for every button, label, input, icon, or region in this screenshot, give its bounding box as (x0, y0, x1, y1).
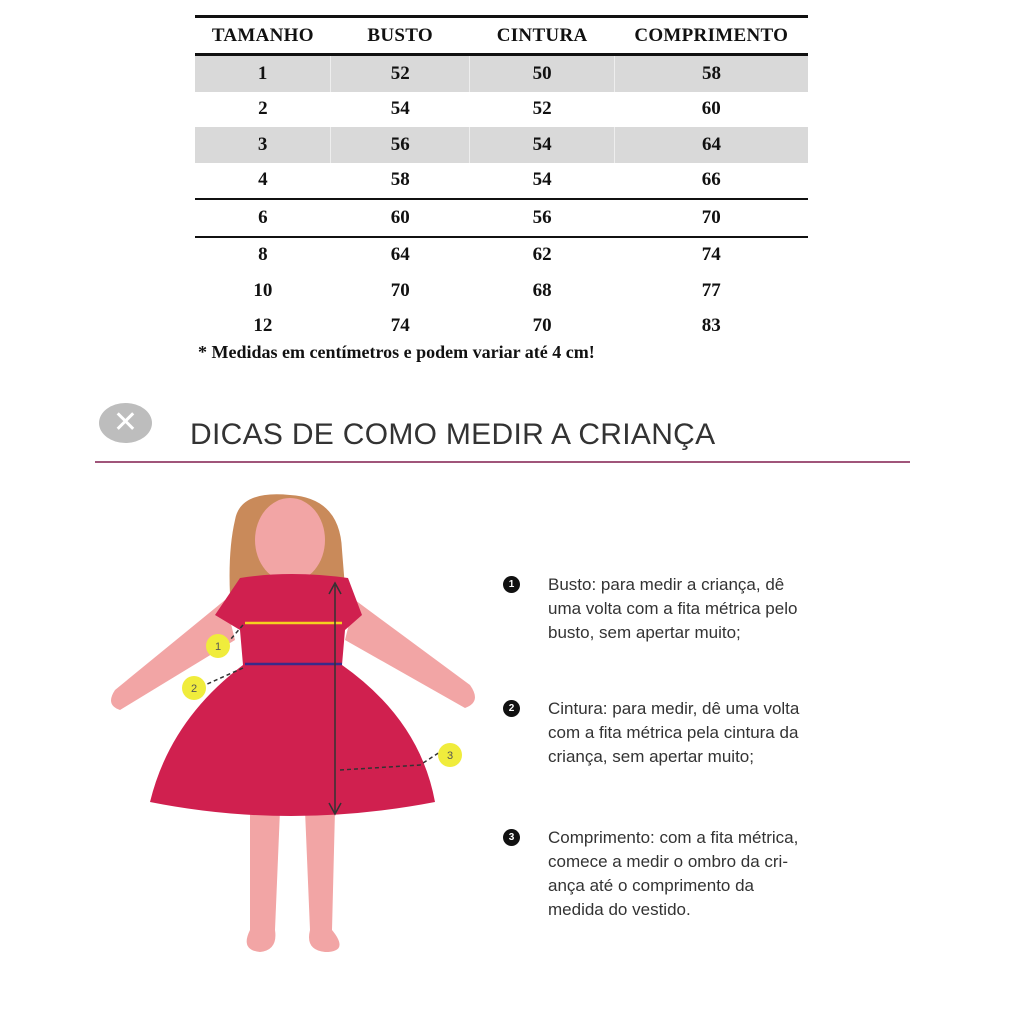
table-cell: 66 (701, 169, 721, 191)
close-x-icon[interactable]: ✕ (99, 403, 152, 443)
table-row: 1 52 50 58 (195, 54, 808, 92)
left-leg (246, 810, 280, 952)
table-cell: 4 (258, 169, 268, 191)
table-cell: 64 (330, 235, 470, 273)
table-row: 6 60 56 70 (195, 198, 808, 237)
tip-comprimento: 3 Comprimento: com a fita métrica, comec… (503, 826, 903, 922)
marker-3 (438, 743, 462, 767)
table-cell: 8 (195, 235, 331, 273)
table-cell: 58 (390, 169, 410, 191)
table-row: 2 54 52 60 (195, 92, 808, 128)
table-cell: 10 (253, 279, 273, 301)
table-cell: 62 (469, 235, 615, 273)
table-cell: 54 (469, 127, 615, 163)
table-row: 8 64 62 74 (195, 235, 808, 273)
table-cell: 2 (258, 98, 268, 120)
number-3-icon: 3 (503, 829, 520, 846)
table-cell: 54 (390, 98, 410, 120)
table-cell: 64 (614, 127, 808, 163)
header-busto: BUSTO (330, 15, 470, 56)
tip-text: Comprimento: com a fita métrica, comece … (548, 828, 799, 919)
tip-text: Busto: para medir a criança, dê uma volt… (548, 575, 798, 642)
table-row: 4 58 54 66 (195, 163, 808, 200)
table-cell: 58 (614, 54, 808, 92)
table-cell: 52 (532, 98, 552, 120)
measurement-note: * Medidas em centímetros e podem variar … (198, 342, 595, 362)
tip-cintura: 2 Cintura: para medir, dê uma volta com … (503, 697, 903, 769)
table-row: 3 56 54 64 (195, 127, 808, 163)
table-cell: 70 (614, 198, 808, 237)
table-row: 10 70 68 77 (195, 273, 808, 309)
table-cell: 83 (701, 315, 721, 337)
size-table: TAMANHO BUSTO CINTURA COMPRIMENTO 1 52 50 5… (195, 15, 808, 344)
header-comprimento: COMPRIMENTO (614, 15, 808, 56)
table-cell: 50 (469, 54, 615, 92)
table-cell: 70 (532, 315, 552, 337)
table-cell: 52 (330, 54, 470, 92)
table-cell: 68 (532, 279, 552, 301)
child-measurement-illustration: 1 2 3 (111, 494, 475, 952)
table-cell: 54 (532, 169, 552, 191)
face (255, 498, 325, 582)
left-arm (111, 600, 235, 710)
table-cell: 77 (701, 279, 721, 301)
tip-busto: 1 Busto: para medir a criança, dê uma vo… (503, 573, 903, 645)
table-cell: 70 (390, 279, 410, 301)
table-cell: 56 (330, 127, 470, 163)
table-row: 12 74 70 83 (195, 309, 808, 345)
marker-2 (182, 676, 206, 700)
marker-2-label: 2 (191, 683, 197, 695)
tip-text: Cintura: para medir, dê uma volta com a … (548, 699, 800, 766)
header-cintura: CINTURA (469, 15, 615, 56)
dress (150, 574, 435, 816)
table-header-row: TAMANHO BUSTO CINTURA COMPRIMENTO (195, 15, 808, 56)
divider (95, 461, 910, 463)
number-2-icon: 2 (503, 700, 520, 717)
table-cell: 6 (195, 198, 331, 237)
table-cell: 74 (614, 235, 808, 273)
tips-title: DICAS DE COMO MEDIR A CRIANÇA (190, 418, 716, 451)
table-cell: 1 (195, 54, 331, 92)
table-cell: 60 (330, 198, 470, 237)
table-cell: 60 (701, 98, 721, 120)
marker-3-label: 3 (447, 750, 453, 762)
table-cell: 74 (390, 315, 410, 337)
marker-1 (206, 634, 230, 658)
table-cell: 56 (469, 198, 615, 237)
right-arm (345, 600, 475, 708)
table-cell: 3 (195, 127, 331, 163)
table-cell: 12 (253, 315, 273, 337)
marker-1-label: 1 (215, 641, 221, 653)
number-1-icon: 1 (503, 576, 520, 593)
right-leg (305, 810, 340, 952)
header-tamanho: TAMANHO (195, 15, 331, 56)
